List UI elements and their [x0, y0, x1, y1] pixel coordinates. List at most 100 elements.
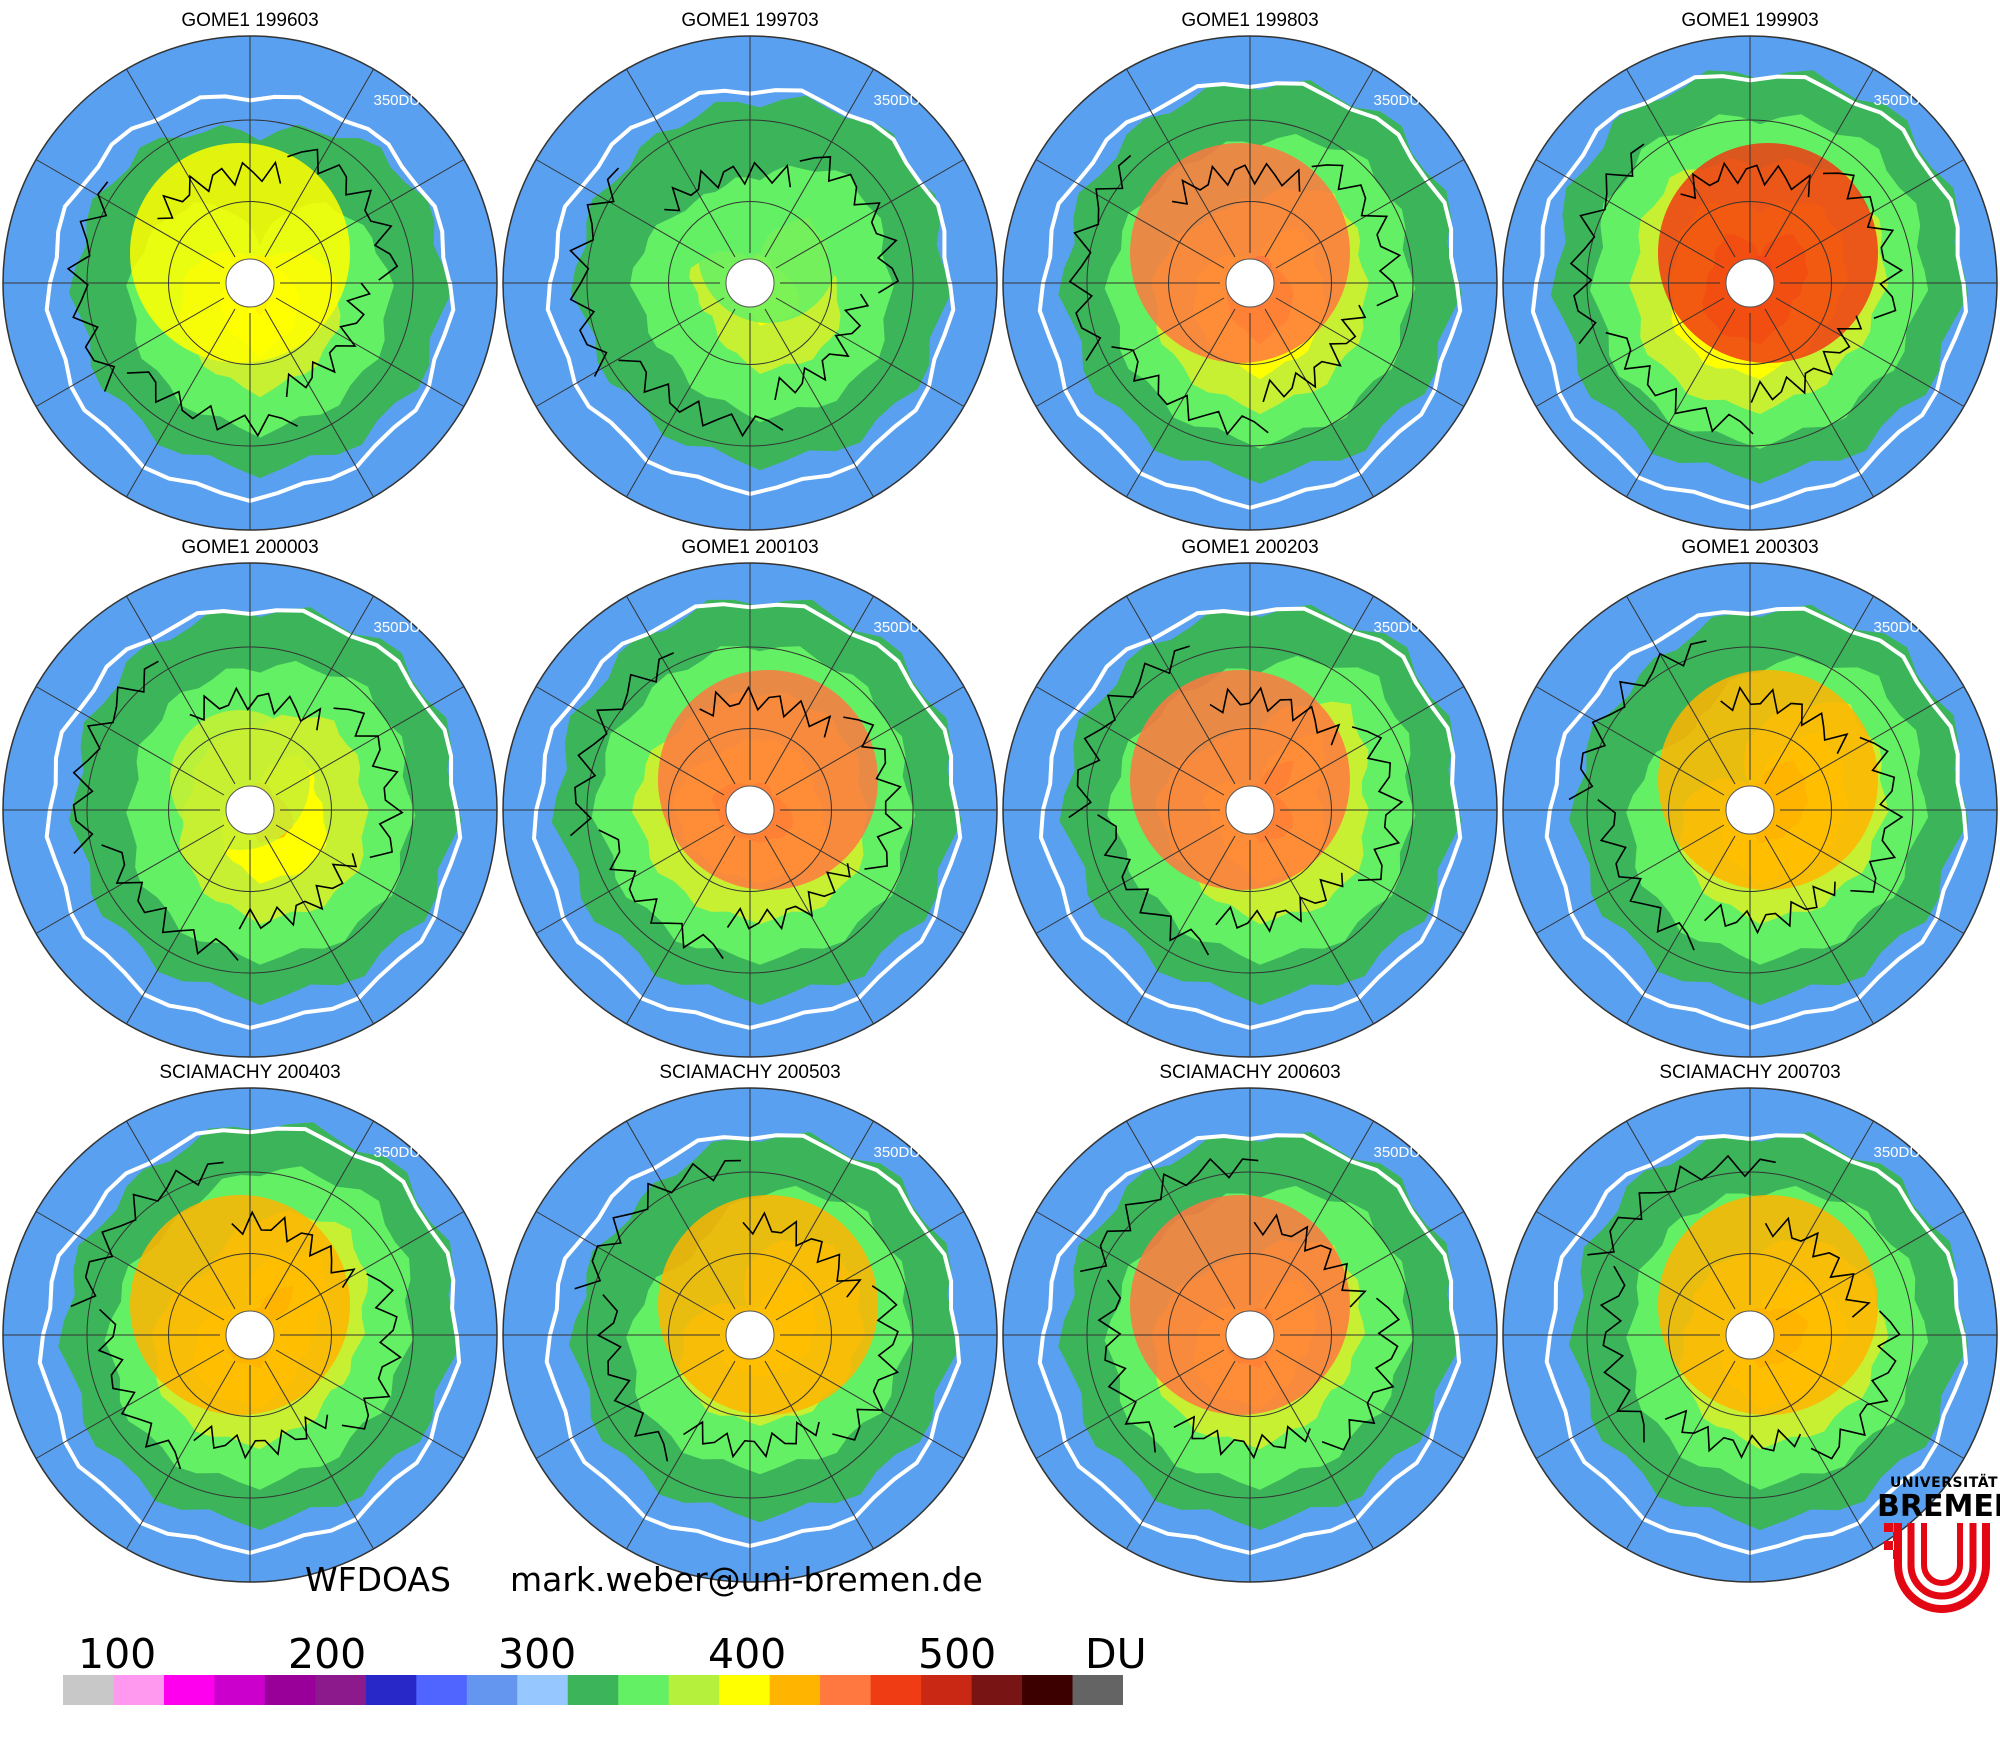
pole-gap — [1225, 258, 1275, 308]
meridian-line — [1626, 1120, 1736, 1310]
meridian-line — [764, 68, 874, 258]
meridian-line — [1764, 1120, 1874, 1310]
panel-title: GOME1 200303 — [1681, 537, 1818, 558]
meridian-line — [626, 595, 736, 785]
coastline — [1068, 645, 1404, 956]
meridian-line — [264, 595, 374, 785]
meridian-line — [35, 1211, 225, 1321]
meridian-line — [764, 1120, 874, 1310]
contour-label: 350DU — [1374, 92, 1421, 109]
map-border — [2, 1087, 498, 1583]
coastline — [1068, 154, 1402, 436]
contour-label: 350DU — [374, 92, 421, 109]
colorbar-swatch — [466, 1675, 518, 1705]
polar-vortex-region — [658, 670, 878, 890]
coastline — [1587, 1154, 1901, 1460]
colorbar-swatch — [769, 1675, 821, 1705]
colorbar-tick-200: 200 — [288, 1630, 367, 1678]
meridian-line — [535, 824, 725, 934]
meridian-line — [1035, 1211, 1225, 1321]
meridian-line — [1764, 595, 1874, 785]
meridian-line — [1264, 308, 1374, 498]
meridian-line — [126, 1120, 236, 1310]
ozone-map-panel: 350DU SCIAMACHY 200403 — [2, 1062, 498, 1583]
polar-vortex-region — [658, 1195, 878, 1415]
pole-gap — [725, 1310, 775, 1360]
meridian-line — [35, 1349, 225, 1459]
pole-gap — [1225, 785, 1275, 835]
meridian-line — [775, 1349, 965, 1459]
colorbar-swatch — [416, 1675, 468, 1705]
coastline — [1080, 1157, 1401, 1460]
contour-350du — [44, 94, 456, 503]
polar-vortex-region — [170, 710, 310, 850]
meridian-line — [1035, 159, 1225, 269]
contour-350du — [1530, 74, 1969, 510]
coastline — [574, 1159, 900, 1462]
ozone-map-panel: 350DU GOME1 200103 — [502, 537, 998, 1058]
map-border — [2, 35, 498, 531]
meridian-line — [264, 308, 374, 498]
meridian-line — [1126, 595, 1236, 785]
meridian-line — [775, 297, 965, 407]
meridian-line — [626, 1120, 736, 1310]
meridian-line — [1535, 824, 1725, 934]
colorbar-swatch — [921, 1675, 973, 1705]
ozone-map-panel: 350DU SCIAMACHY 200603 — [1002, 1062, 1498, 1583]
colorbar-tick-100: 100 — [78, 1630, 157, 1678]
contour-350du — [1037, 81, 1463, 510]
colorbar-swatch — [668, 1675, 720, 1705]
contour-label: 350DU — [1374, 619, 1421, 636]
contour-label: 350DU — [1874, 619, 1921, 636]
colorbar-swatch — [870, 1675, 922, 1705]
meridian-line — [1126, 308, 1236, 498]
meridian-line — [264, 68, 374, 258]
panel-title: SCIAMACHY 200703 — [1659, 1062, 1840, 1083]
university-logo: UNIVERSITÄT BREMEN — [1877, 1475, 2000, 1613]
polar-vortex-region — [1658, 1195, 1878, 1415]
pole-gap — [1225, 1310, 1275, 1360]
contour-label: 350DU — [874, 92, 921, 109]
meridian-line — [275, 1211, 465, 1321]
meridian-line — [1264, 68, 1374, 258]
panel-title: GOME1 199803 — [1181, 10, 1318, 31]
contour-350du — [1037, 1133, 1462, 1555]
panel-title: GOME1 199903 — [1681, 10, 1818, 31]
meridian-line — [535, 686, 725, 796]
polar-vortex-region — [130, 143, 350, 363]
contour-label: 350DU — [1874, 1144, 1921, 1161]
colorbar-tick-400: 400 — [708, 1630, 787, 1678]
meridian-line — [1035, 824, 1225, 934]
meridian-line — [1626, 308, 1736, 498]
meridian-line — [775, 686, 965, 796]
meridian-line — [1626, 595, 1736, 785]
pole-gap — [225, 785, 275, 835]
logo-line1: UNIVERSITÄT — [1890, 1475, 1999, 1491]
ozone-map-panel: 350DU GOME1 199803 — [1002, 10, 1498, 531]
meridian-line — [1535, 159, 1725, 269]
map-border — [1502, 562, 1998, 1058]
meridian-line — [1775, 1211, 1965, 1321]
meridian-line — [35, 297, 225, 407]
meridian-line — [1775, 159, 1965, 269]
meridian-line — [264, 1360, 374, 1550]
meridian-line — [535, 1349, 725, 1459]
map-border — [1002, 562, 1498, 1058]
pole-gap — [725, 785, 775, 835]
colorbar-swatch — [820, 1675, 872, 1705]
colorbar-swatch — [1072, 1675, 1123, 1705]
logo-line2: BREMEN — [1877, 1489, 2000, 1524]
meridian-line — [1275, 1349, 1465, 1459]
colorbar-swatch — [1022, 1675, 1074, 1705]
ozone-map-panel: 350DU GOME1 199903 — [1502, 10, 1998, 531]
coastline — [72, 660, 404, 961]
coastline — [569, 652, 903, 959]
pole-gap — [1725, 785, 1775, 835]
meridian-line — [1764, 308, 1874, 498]
meridian-line — [275, 297, 465, 407]
meridian-line — [1764, 68, 1874, 258]
map-border — [1502, 1087, 1998, 1583]
algorithm-label: WFDOAS — [305, 1560, 451, 1599]
logo-u-mark — [1884, 1523, 1990, 1613]
